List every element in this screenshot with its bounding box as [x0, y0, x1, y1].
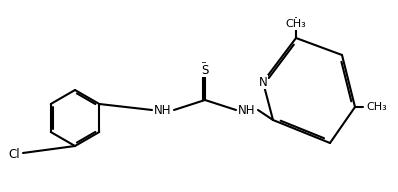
- Text: S: S: [201, 64, 209, 76]
- Text: CH₃: CH₃: [286, 19, 306, 29]
- Text: NH: NH: [154, 103, 172, 117]
- Text: NH: NH: [238, 103, 256, 117]
- Text: CH₃: CH₃: [367, 102, 387, 112]
- Text: N: N: [259, 75, 267, 89]
- Text: Cl: Cl: [8, 148, 20, 161]
